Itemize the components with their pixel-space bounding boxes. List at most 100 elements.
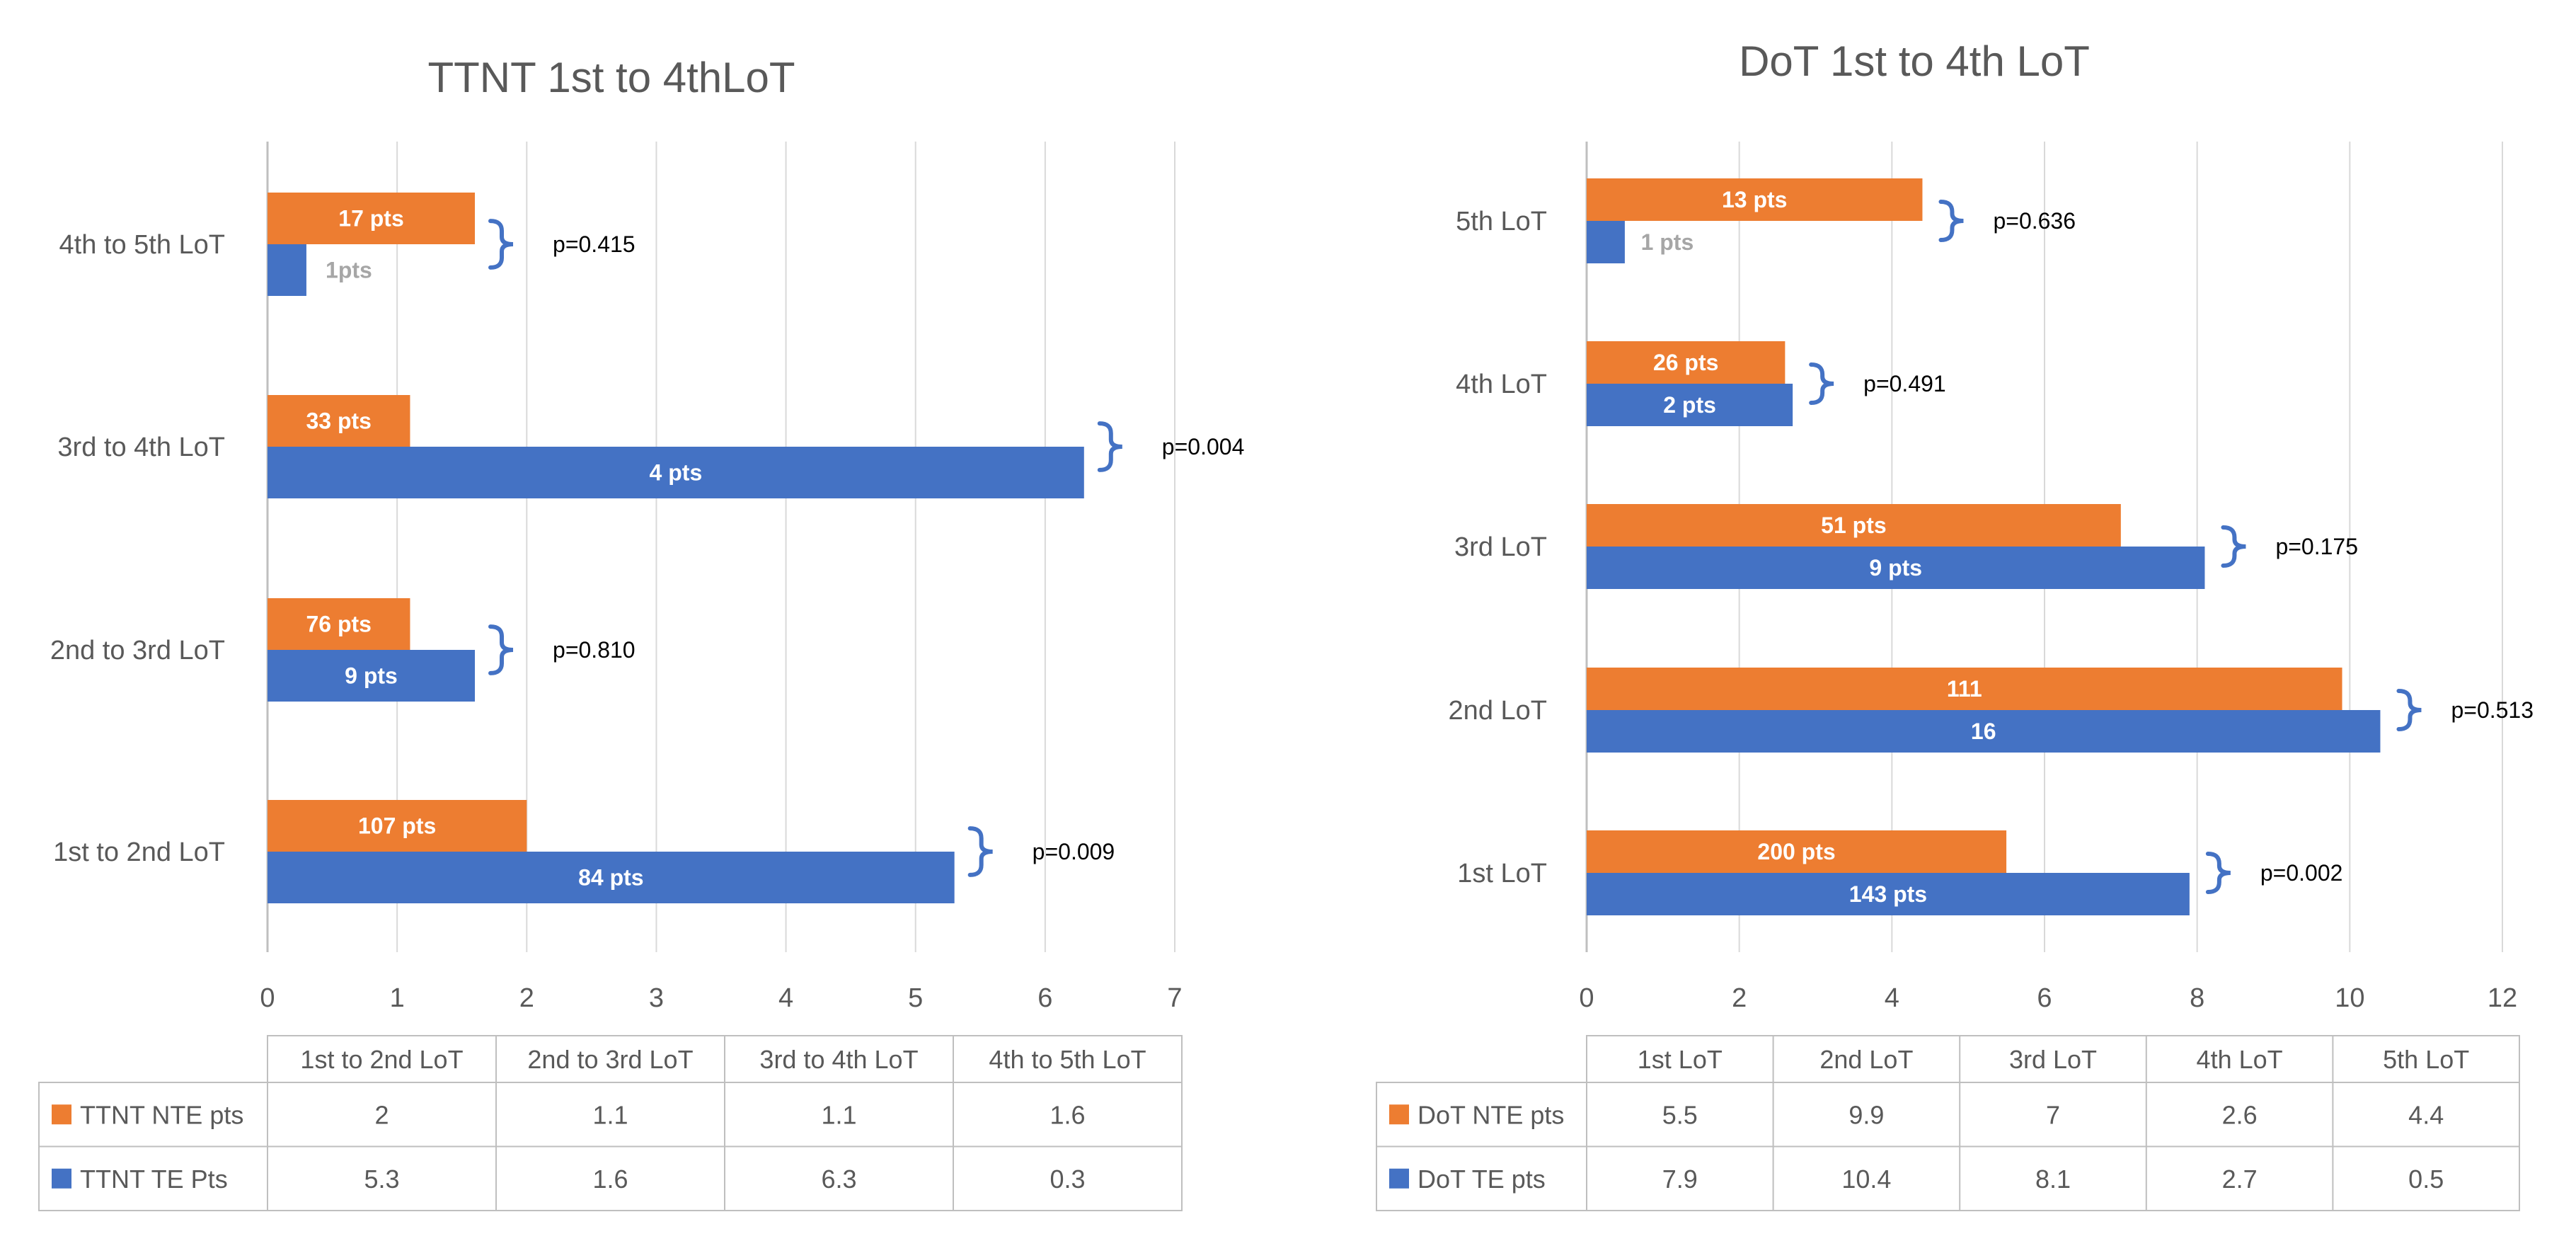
table-header-cell: 4th LoT — [2197, 1045, 2283, 1074]
category-label: 2nd LoT — [1449, 696, 1547, 726]
p-value-label: p=0.002 — [2260, 860, 2343, 886]
bar-nte — [1587, 341, 1786, 384]
table-value-cell: 2 — [374, 1100, 389, 1129]
category-label: 3rd LoT — [1454, 532, 1547, 562]
table-value-cell: 9.9 — [1848, 1100, 1884, 1129]
table-value-cell: 1.1 — [592, 1100, 628, 1129]
chart-title: TTNT 1st to 4thLoT — [427, 54, 795, 101]
table-value-cell: 4.4 — [2408, 1100, 2444, 1129]
category-label: 4th to 5th LoT — [59, 230, 226, 260]
table-value-cell: 10.4 — [1841, 1165, 1891, 1194]
table-value-cell: 1.6 — [592, 1165, 628, 1194]
brace-icon — [2221, 525, 2246, 568]
bar-label-te: 1pts — [326, 258, 372, 283]
bar-label-nte: 26 pts — [1653, 350, 1718, 375]
x-tick-label: 4 — [778, 983, 793, 1013]
brace-icon — [488, 624, 514, 675]
p-value-label: p=0.636 — [1993, 208, 2076, 234]
p-value-label: p=0.175 — [2275, 534, 2358, 559]
bar-te — [268, 852, 955, 903]
category-label: 1st LoT — [1457, 859, 1547, 888]
bar-label-nte: 33 pts — [306, 408, 371, 434]
bar-label-nte: 107 pts — [358, 813, 436, 839]
x-tick-label: 4 — [1885, 983, 1899, 1013]
brace-icon — [2396, 689, 2422, 731]
p-value-label: p=0.004 — [1162, 434, 1245, 459]
bar-nte — [268, 800, 527, 852]
category-label: 3rd to 4th LoT — [57, 433, 225, 462]
bar-nte — [268, 193, 476, 244]
bar-nte — [1587, 178, 1923, 221]
bar-label-te: 9 pts — [1869, 555, 1922, 581]
x-tick-label: 10 — [2335, 983, 2364, 1013]
table-value-cell: 2.6 — [2222, 1100, 2258, 1129]
table-value-cell: 7 — [2046, 1100, 2060, 1129]
p-value-label: p=0.009 — [1033, 839, 1115, 864]
x-tick-label: 2 — [519, 983, 534, 1013]
table-header-cell: 4th to 5th LoT — [989, 1045, 1146, 1074]
x-tick-label: 8 — [2190, 983, 2204, 1013]
bar-te — [268, 244, 306, 296]
category-label: 2nd to 3rd LoT — [50, 636, 225, 665]
x-tick-label: 2 — [1732, 983, 1747, 1013]
bar-label-te: 9 pts — [345, 663, 398, 689]
legend-swatch-nte — [1389, 1104, 1409, 1125]
legend-swatch-te — [1389, 1168, 1409, 1189]
bar-nte — [1587, 830, 2007, 873]
category-label: 5th LoT — [1456, 207, 1547, 236]
x-tick-label: 0 — [260, 983, 275, 1013]
bar-label-te: 1 pts — [1641, 229, 1694, 255]
bar-label-te: 2 pts — [1663, 392, 1716, 418]
bar-nte — [268, 395, 410, 447]
bar-label-te: 143 pts — [1849, 881, 1927, 907]
brace-icon — [2205, 852, 2231, 894]
table-header-cell: 3rd to 4th LoT — [759, 1045, 918, 1074]
category-label: 1st to 2nd LoT — [53, 837, 225, 867]
bar-label-nte: 13 pts — [1722, 187, 1787, 212]
x-tick-label: 6 — [2037, 983, 2052, 1013]
chart-title: DoT 1st to 4th LoT — [1739, 38, 2090, 85]
x-tick-label: 1 — [390, 983, 405, 1013]
table-value-cell: 1.6 — [1050, 1100, 1085, 1129]
brace-icon — [1809, 362, 1834, 405]
table-value-cell: 1.1 — [821, 1100, 856, 1129]
bar-label-te: 4 pts — [650, 460, 703, 486]
table-header-cell: 1st to 2nd LoT — [300, 1045, 463, 1074]
bar-label-te: 16 — [1971, 719, 1996, 744]
legend-label: TTNT TE Pts — [80, 1165, 228, 1194]
table-header-cell: 2nd to 3rd LoT — [527, 1045, 693, 1074]
p-value-label: p=0.810 — [553, 637, 636, 663]
bar-te — [268, 650, 476, 702]
bar-te — [1587, 221, 1625, 263]
brace-icon — [1097, 421, 1122, 472]
bar-label-nte: 200 pts — [1757, 839, 1835, 864]
x-tick-label: 3 — [649, 983, 664, 1013]
x-tick-label: 12 — [2488, 983, 2517, 1013]
category-label: 4th LoT — [1456, 370, 1547, 399]
chart-dot: DoT 1st to 4th LoT 0 2 4 6 8 10 12 1st LoT 200 p… — [1376, 38, 2534, 1211]
bar-label-te: 84 pts — [578, 865, 643, 891]
table-value-cell: 7.9 — [1662, 1165, 1698, 1194]
legend-label: DoT NTE pts — [1418, 1100, 1564, 1129]
p-value-label: p=0.513 — [2451, 697, 2534, 723]
table-header-cell: 3rd LoT — [2009, 1045, 2097, 1074]
brace-icon — [1938, 200, 1964, 242]
p-value-label: p=0.415 — [553, 231, 636, 257]
bar-label-nte: 111 — [1947, 676, 1982, 702]
bar-label-nte: 76 pts — [306, 612, 371, 637]
bar-te — [1587, 547, 2205, 589]
x-tick-label: 7 — [1167, 983, 1182, 1013]
legend-label: DoT TE pts — [1418, 1165, 1546, 1194]
table-value-cell: 5.3 — [364, 1165, 399, 1194]
table-header-cell: 5th LoT — [2383, 1045, 2469, 1074]
table-value-cell: 5.5 — [1662, 1100, 1698, 1129]
chart-ttnt: TTNT 1st to 4thLoT 0 1 2 3 4 5 6 7 1st to 2nd Lo… — [38, 54, 1245, 1211]
table-header-cell: 1st LoT — [1638, 1045, 1723, 1074]
p-value-label: p=0.491 — [1863, 371, 1946, 396]
x-tick-label: 0 — [1579, 983, 1594, 1013]
bar-nte — [1587, 668, 2342, 710]
bar-te — [1587, 710, 2381, 753]
table-value-cell: 6.3 — [821, 1165, 856, 1194]
bar-nte — [268, 598, 410, 650]
brace-icon — [967, 826, 993, 877]
